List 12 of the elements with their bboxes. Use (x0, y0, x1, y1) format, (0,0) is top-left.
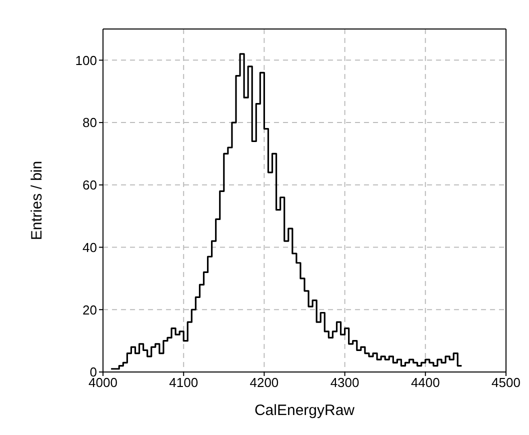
x-tick-label: 4500 (492, 375, 520, 390)
x-axis-title: CalEnergyRaw (254, 402, 355, 419)
x-tick-label: 4100 (169, 375, 198, 390)
y-tick-label: 80 (82, 115, 97, 130)
x-tick-label: 4400 (410, 375, 440, 390)
y-tick-label: 60 (82, 178, 97, 193)
y-tick-label: 20 (82, 302, 97, 318)
y-tick-label: 100 (75, 52, 97, 68)
y-tick-label: 40 (82, 240, 97, 255)
x-tick-label: 4300 (330, 375, 360, 390)
x-tick-label: 4200 (250, 375, 279, 390)
y-axis-title: Entries / bin (28, 160, 46, 240)
